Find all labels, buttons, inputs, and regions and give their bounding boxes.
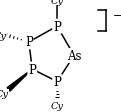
- Text: P: P: [28, 63, 36, 76]
- Text: Cy: Cy: [51, 101, 64, 110]
- Text: P: P: [53, 20, 61, 33]
- Text: Cy: Cy: [51, 0, 64, 6]
- Text: P: P: [25, 36, 33, 49]
- Text: Cy: Cy: [0, 90, 8, 99]
- Polygon shape: [7, 69, 32, 91]
- Text: −: −: [113, 11, 121, 21]
- Text: As: As: [67, 50, 81, 62]
- Text: P: P: [53, 75, 61, 88]
- Text: Cy: Cy: [0, 31, 6, 40]
